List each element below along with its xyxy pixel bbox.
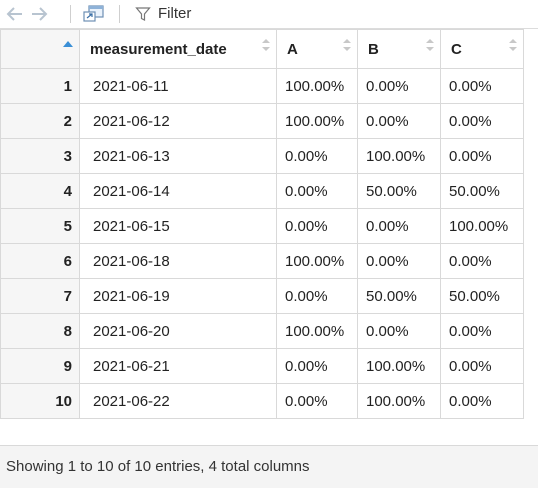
column-header-b[interactable]: B xyxy=(357,29,441,69)
data-table: measurement_date A B C xyxy=(0,29,524,419)
table-row: 5 2021-06-15 0.00% 0.00% 100.00% xyxy=(0,208,524,244)
cell-measurement-date: 2021-06-19 xyxy=(79,278,277,314)
cell-c: 0.00% xyxy=(440,68,524,104)
row-number: 7 xyxy=(0,278,80,314)
cell-measurement-date: 2021-06-20 xyxy=(79,313,277,349)
cell-b: 0.00% xyxy=(357,208,441,244)
row-number: 1 xyxy=(0,68,80,104)
arrow-left-icon[interactable] xyxy=(6,4,24,24)
cell-a: 100.00% xyxy=(276,103,358,139)
popout-window-icon[interactable] xyxy=(82,4,106,24)
cell-b: 100.00% xyxy=(357,348,441,384)
cell-measurement-date: 2021-06-18 xyxy=(79,243,277,279)
table-row: 7 2021-06-19 0.00% 50.00% 50.00% xyxy=(0,278,524,314)
cell-a: 100.00% xyxy=(276,243,358,279)
table-row: 6 2021-06-18 100.00% 0.00% 0.00% xyxy=(0,243,524,279)
toolbar-separator xyxy=(119,5,120,23)
cell-a: 0.00% xyxy=(276,383,358,419)
cell-a: 0.00% xyxy=(276,208,358,244)
cell-b: 50.00% xyxy=(357,278,441,314)
viewer-toolbar: Filter xyxy=(0,0,538,29)
cell-a: 0.00% xyxy=(276,278,358,314)
row-number: 10 xyxy=(0,383,80,419)
status-bar: Showing 1 to 10 of 10 entries, 4 total c… xyxy=(0,445,538,488)
column-header-c[interactable]: C xyxy=(440,29,524,69)
row-number: 8 xyxy=(0,313,80,349)
column-header-measurement-date[interactable]: measurement_date xyxy=(79,29,277,69)
sort-toggle-icon[interactable] xyxy=(426,38,434,52)
sort-toggle-icon[interactable] xyxy=(343,38,351,52)
row-number: 6 xyxy=(0,243,80,279)
row-number: 5 xyxy=(0,208,80,244)
cell-a: 0.00% xyxy=(276,173,358,209)
row-number: 9 xyxy=(0,348,80,384)
cell-measurement-date: 2021-06-12 xyxy=(79,103,277,139)
toolbar-separator xyxy=(70,5,71,23)
cell-b: 0.00% xyxy=(357,68,441,104)
arrow-right-icon[interactable] xyxy=(30,4,48,24)
entries-summary: Showing 1 to 10 of 10 entries, 4 total c… xyxy=(6,458,310,475)
cell-b: 100.00% xyxy=(357,383,441,419)
cell-c: 0.00% xyxy=(440,383,524,419)
cell-measurement-date: 2021-06-13 xyxy=(79,138,277,174)
cell-c: 50.00% xyxy=(440,173,524,209)
cell-measurement-date: 2021-06-15 xyxy=(79,208,277,244)
cell-b: 0.00% xyxy=(357,103,441,139)
column-header-label: measurement_date xyxy=(90,41,227,58)
row-number-header[interactable] xyxy=(0,29,80,69)
sort-ascending-icon[interactable] xyxy=(63,40,73,48)
table-row: 1 2021-06-11 100.00% 0.00% 0.00% xyxy=(0,68,524,104)
cell-c: 0.00% xyxy=(440,103,524,139)
table-row: 8 2021-06-20 100.00% 0.00% 0.00% xyxy=(0,313,524,349)
cell-c: 0.00% xyxy=(440,313,524,349)
table-header-row: measurement_date A B C xyxy=(0,29,524,69)
cell-measurement-date: 2021-06-22 xyxy=(79,383,277,419)
cell-c: 100.00% xyxy=(440,208,524,244)
column-header-label: A xyxy=(287,41,298,58)
cell-a: 100.00% xyxy=(276,68,358,104)
cell-measurement-date: 2021-06-21 xyxy=(79,348,277,384)
cell-measurement-date: 2021-06-14 xyxy=(79,173,277,209)
cell-c: 50.00% xyxy=(440,278,524,314)
cell-c: 0.00% xyxy=(440,348,524,384)
row-number: 4 xyxy=(0,173,80,209)
column-header-a[interactable]: A xyxy=(276,29,358,69)
cell-a: 100.00% xyxy=(276,313,358,349)
cell-b: 0.00% xyxy=(357,313,441,349)
cell-measurement-date: 2021-06-11 xyxy=(79,68,277,104)
filter-button[interactable]: Filter xyxy=(158,5,192,22)
table-row: 2 2021-06-12 100.00% 0.00% 0.00% xyxy=(0,103,524,139)
cell-b: 0.00% xyxy=(357,243,441,279)
table-row: 10 2021-06-22 0.00% 100.00% 0.00% xyxy=(0,383,524,419)
sort-toggle-icon[interactable] xyxy=(509,38,517,52)
column-header-label: C xyxy=(451,41,462,58)
column-header-label: B xyxy=(368,41,379,58)
sort-toggle-icon[interactable] xyxy=(262,38,270,52)
row-number: 2 xyxy=(0,103,80,139)
cell-b: 100.00% xyxy=(357,138,441,174)
cell-b: 50.00% xyxy=(357,173,441,209)
cell-a: 0.00% xyxy=(276,348,358,384)
funnel-icon[interactable] xyxy=(134,4,152,24)
cell-c: 0.00% xyxy=(440,138,524,174)
table-row: 9 2021-06-21 0.00% 100.00% 0.00% xyxy=(0,348,524,384)
cell-c: 0.00% xyxy=(440,243,524,279)
table-row: 3 2021-06-13 0.00% 100.00% 0.00% xyxy=(0,138,524,174)
cell-a: 0.00% xyxy=(276,138,358,174)
table-row: 4 2021-06-14 0.00% 50.00% 50.00% xyxy=(0,173,524,209)
row-number: 3 xyxy=(0,138,80,174)
